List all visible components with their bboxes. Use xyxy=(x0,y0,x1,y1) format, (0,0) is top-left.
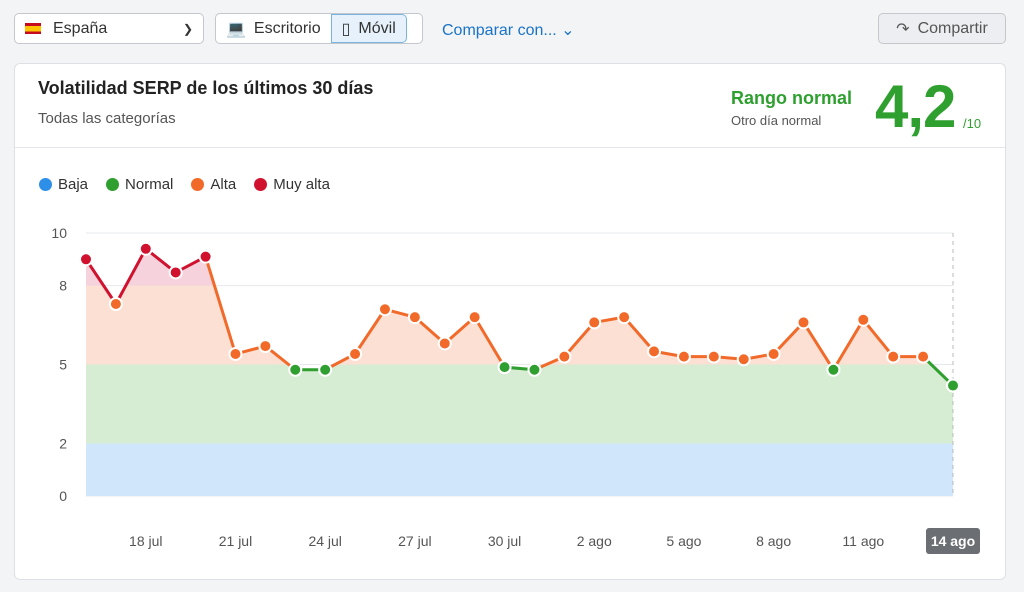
desktop-tab[interactable]: 💻 Escritorio xyxy=(216,14,331,43)
data-point xyxy=(138,241,153,256)
line-segment xyxy=(114,247,148,306)
data-point xyxy=(826,362,841,377)
data-point xyxy=(168,265,183,280)
y-tick-label: 0 xyxy=(59,488,67,504)
line-segment xyxy=(622,315,656,353)
mobile-icon: ▯ xyxy=(341,20,351,38)
spain-flag-icon xyxy=(25,23,41,34)
legend-label: Alta xyxy=(210,176,237,193)
x-tick-label: 21 jul xyxy=(219,533,252,549)
country-select[interactable]: España ❯ xyxy=(14,13,204,44)
line-segment xyxy=(473,315,507,369)
device-toggle: 💻 Escritorio ▯ Móvil xyxy=(215,13,423,44)
line-segment xyxy=(562,320,596,359)
data-point xyxy=(497,360,512,375)
data-point xyxy=(856,312,871,327)
legend-item[interactable]: Muy alta xyxy=(254,176,330,193)
legend-label: Muy alta xyxy=(273,176,330,193)
data-point xyxy=(886,349,901,364)
x-tick-label: 5 ago xyxy=(666,533,701,549)
share-label: Compartir xyxy=(917,19,988,37)
line-segment xyxy=(802,320,835,372)
data-point xyxy=(288,362,303,377)
data-point xyxy=(467,310,482,325)
share-button[interactable]: ↷ Compartir xyxy=(878,13,1006,44)
data-point xyxy=(676,349,691,364)
line-segment xyxy=(861,318,895,359)
band-area xyxy=(86,364,953,444)
y-tick-label: 5 xyxy=(59,357,67,373)
x-tick-label: 30 jul xyxy=(488,533,521,549)
range-label: Rango normal xyxy=(731,88,853,108)
data-point xyxy=(916,349,931,364)
legend-item[interactable]: Alta xyxy=(191,176,236,193)
y-tick-label: 2 xyxy=(59,435,67,451)
data-point xyxy=(647,344,662,359)
data-point xyxy=(258,339,273,354)
data-point xyxy=(766,346,781,361)
mobile-tab[interactable]: ▯ Móvil xyxy=(330,14,407,43)
data-point xyxy=(946,378,960,393)
x-tick-label: 8 ago xyxy=(756,533,791,549)
line-segment xyxy=(772,320,806,356)
line-segment xyxy=(204,255,237,356)
chevron-down-icon: ⌄ xyxy=(561,22,575,39)
data-point xyxy=(377,302,392,317)
legend-dot-icon xyxy=(39,178,52,191)
legend-item[interactable]: Baja xyxy=(39,176,88,193)
mobile-label: Móvil xyxy=(358,19,396,37)
toolbar: España ❯ 💻 Escritorio ▯ Móvil Comparar con… xyxy=(14,13,1006,45)
chevron-down-icon: ❯ xyxy=(182,21,193,36)
line-segment xyxy=(84,257,118,306)
data-point xyxy=(79,252,93,267)
card-header: Volatilidad SERP de los últimos 30 días … xyxy=(15,64,1005,148)
data-point xyxy=(587,315,602,330)
current-date-badge xyxy=(926,528,980,554)
legend-dot-icon xyxy=(106,178,120,191)
legend-item[interactable]: Normal xyxy=(106,176,173,193)
line-segment xyxy=(831,318,865,372)
x-tick-label: 24 jul xyxy=(308,533,341,549)
range-sub: Otro día normal xyxy=(731,113,822,128)
data-point xyxy=(736,352,751,367)
legend-dot-icon xyxy=(254,178,268,191)
desktop-label: Escritorio xyxy=(253,19,321,37)
data-point xyxy=(437,336,452,351)
data-point xyxy=(617,310,632,325)
data-point xyxy=(318,362,333,377)
data-point xyxy=(198,249,213,264)
data-point xyxy=(348,346,363,361)
data-point xyxy=(527,362,542,377)
score-max: /10 xyxy=(963,116,982,131)
data-point xyxy=(108,297,123,312)
country-label: España xyxy=(53,19,108,37)
band-area xyxy=(86,443,953,496)
legend-label: Baja xyxy=(58,176,89,193)
card-subtitle: Todas las categorías xyxy=(38,110,176,127)
share-icon: ↷ xyxy=(896,20,910,38)
data-point xyxy=(557,349,572,364)
y-tick-label: 8 xyxy=(59,278,67,294)
x-tick-label: 11 ago xyxy=(842,533,884,549)
compare-dropdown[interactable]: Comparar con... ⌄ xyxy=(442,20,575,40)
x-tick-label: 2 ago xyxy=(577,533,612,549)
x-tick-label: 14 ago xyxy=(931,533,975,549)
chart-legend: Baja Normal Alta Muy alta xyxy=(39,176,330,193)
data-point xyxy=(706,349,721,364)
band-area xyxy=(86,248,953,286)
data-point xyxy=(407,310,422,325)
x-tick-label: 18 jul xyxy=(129,533,162,549)
desktop-icon: 💻 xyxy=(226,20,246,38)
compare-label: Comparar con... xyxy=(442,22,557,39)
legend-dot-icon xyxy=(191,178,205,191)
card-title: Volatilidad SERP de los últimos 30 días xyxy=(38,78,374,98)
line-segment xyxy=(353,307,387,356)
score-value: 4,2 xyxy=(875,73,956,140)
x-tick-label: 27 jul xyxy=(398,533,431,549)
data-point xyxy=(796,315,811,330)
y-tick-label: 10 xyxy=(51,225,67,241)
legend-label: Normal xyxy=(125,176,174,193)
data-point xyxy=(228,346,243,361)
